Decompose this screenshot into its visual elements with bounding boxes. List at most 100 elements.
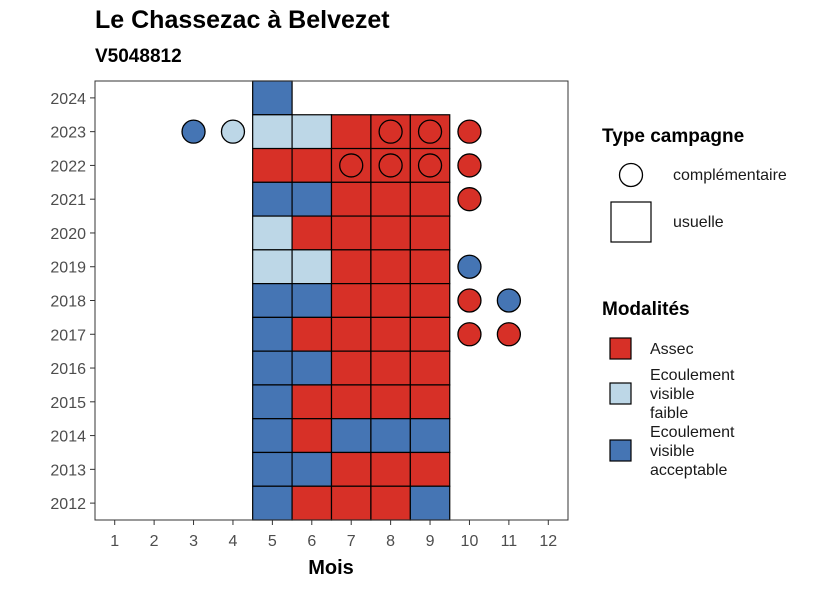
heatmap-cell-2015-7 [330,384,372,420]
heatmap-cell-2014-7 [330,418,372,454]
heatmap-cell-2016-6 [291,350,333,386]
heatmap-cell-2012-9 [409,485,451,521]
x-tick-label-12: 12 [539,533,557,550]
heatmap-cell-2013-9 [409,451,451,487]
heatmap-cell-2016-5 [252,350,293,386]
heatmap-cell-2018-6 [291,283,333,318]
heatmap-cell-2020-9 [409,215,451,251]
heatmap-cell-2014-8 [370,418,411,454]
chart-legend: Type campagne complémentaire usuelle Modali… [602,126,787,479]
y-tick-label-2016: 2016 [50,361,86,378]
heatmap-cell-2019-9 [409,249,451,285]
campaign-point-2023-4 [220,119,246,144]
y-tick-label-2021: 2021 [50,192,86,209]
heatmap-cell-2018-9 [409,283,451,318]
heatmap-cell-2020-5 [252,215,293,251]
heatmap-cell-2018-8 [370,283,411,318]
heatmap-cell-2022-5 [252,147,293,183]
legend-label-ecoulement-visible-faible: Ecoulement visible faible [650,367,735,422]
heatmap-cell-2016-8 [370,350,411,386]
heatmap-cell-2021-8 [370,181,411,217]
heatmap-cell-2017-5 [252,316,293,352]
x-tick-label-11: 11 [501,533,518,550]
legend-key-ecoulement-visible-acceptable [609,439,632,462]
heatmap-cell-2013-6 [291,451,333,487]
heatmap-cell-2021-7 [330,181,372,217]
campaign-point-2017-11 [496,322,522,347]
heatmap-cell-2020-8 [370,215,411,251]
campaign-point-2023-10 [457,119,482,144]
x-tick-label-2: 2 [150,533,159,550]
heatmap-cell-2018-7 [330,283,372,318]
campaign-point-2022-10 [457,153,482,178]
heatmap-cell-2023-5 [252,114,293,150]
heatmap-cell-2017-9 [409,316,451,352]
x-tick-label-3: 3 [189,533,198,550]
heatmap-cell-2012-7 [330,485,372,521]
legend-key-ecoulement-visible-faible [609,382,632,405]
legend-title-type-campagne: Type campagne [602,126,744,147]
heatmap-cell-2024-5 [252,80,293,116]
heatmap-cell-2023-7 [330,114,372,150]
y-tick-label-2014: 2014 [50,429,86,446]
heatmap-cell-2019-5 [252,249,293,285]
chart-subtitle: V5048812 [95,46,182,67]
heatmap-cell-2012-5 [252,485,293,521]
legend-title-modalites: Modalités [602,299,690,320]
campaign-point-2018-11 [496,288,522,313]
heatmap-cell-2021-9 [409,181,451,217]
legend-key-circle [618,162,644,188]
heatmap-cell-2021-6 [291,181,333,217]
legend-label-complementaire: complémentaire [673,167,787,184]
heatmap-cell-2014-5 [252,418,293,454]
heatmap-cell-2020-7 [330,215,372,251]
heatmap-cell-2023-6 [291,114,333,150]
heatmap-cell-2014-9 [409,418,451,454]
heatmap-cell-2022-6 [291,147,333,183]
heatmap-cell-2017-7 [330,316,372,352]
chart-axes: 1 2 3 4 5 6 7 8 9 10 11 122012201320142015201620172… [50,91,557,550]
heatmap-cell-2015-5 [252,384,293,420]
heatmap-cell-2013-8 [370,451,411,487]
campaign-point-2023-3 [181,119,206,144]
campaign-point-2022-8 [378,153,403,178]
heatmap-cell-2019-8 [370,249,411,285]
heatmap-cell-2021-5 [252,181,293,217]
y-tick-label-2012: 2012 [50,496,86,513]
y-tick-label-2023: 2023 [50,125,86,142]
y-tick-label-2013: 2013 [50,462,86,479]
campaign-point-2022-9 [417,153,443,178]
heatmap-cell-2012-6 [291,485,333,521]
legend-key-square [610,201,652,243]
x-tick-label-1: 1 [110,533,119,550]
campaign-point-2021-10 [457,187,482,212]
x-axis-title: Mois [308,557,354,579]
x-tick-label-5: 5 [268,533,277,550]
campaign-point-2022-7 [339,153,364,178]
y-tick-label-2024: 2024 [50,91,86,108]
y-tick-label-2020: 2020 [50,226,86,243]
x-tick-label-6: 6 [307,533,316,550]
heatmap-cell-2017-8 [370,316,411,352]
x-tick-label-7: 7 [347,533,356,550]
legend-key-assec [609,337,632,360]
y-tick-label-2019: 2019 [50,260,86,277]
heatmap-cell-2015-6 [291,384,333,420]
heatmap-cell-2017-6 [291,316,333,352]
heatmap-cell-2013-5 [252,451,293,487]
heatmap-cell-2015-8 [370,384,411,420]
heatmap-cell-2018-5 [252,283,293,318]
heatmap-cell-2016-7 [330,350,372,386]
y-tick-label-2017: 2017 [50,327,86,344]
x-tick-label-8: 8 [386,533,395,550]
heatmap-cell-2013-7 [330,451,372,487]
x-tick-label-10: 10 [461,533,479,550]
x-tick-label-4: 4 [229,533,238,550]
heatmap-cell-2015-9 [409,384,451,420]
heatmap-cell-2019-6 [291,249,333,285]
campaign-point-2017-10 [457,322,482,347]
chart-title: Le Chassezac à Belvezet [95,6,390,34]
y-tick-label-2022: 2022 [50,158,86,175]
campaign-point-2023-8 [378,119,403,144]
